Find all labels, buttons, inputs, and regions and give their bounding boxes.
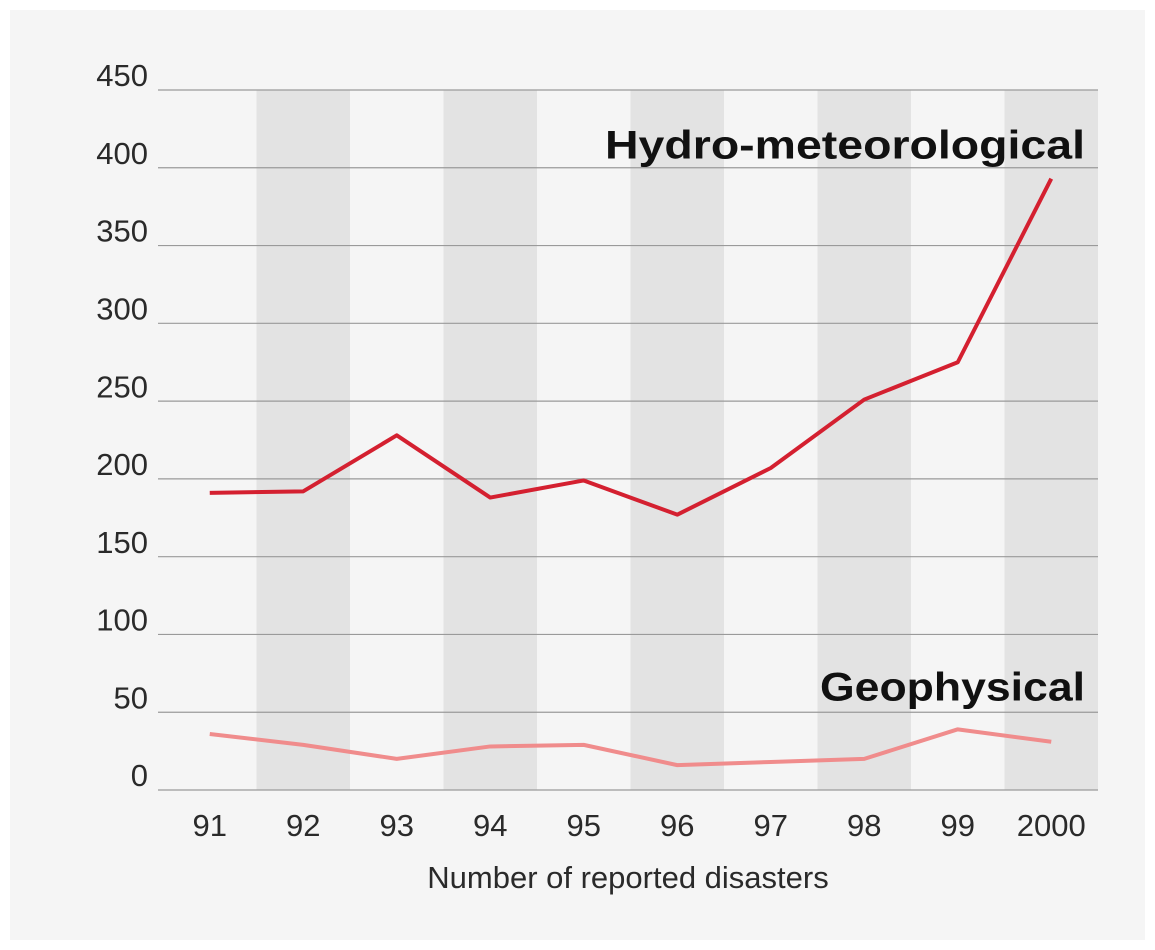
- series-label: Geophysical: [820, 666, 1085, 710]
- x-tick-label: 2000: [1017, 808, 1086, 843]
- x-tick-label: 97: [754, 808, 788, 843]
- series-label: Hydro-meteorological: [605, 124, 1085, 168]
- line: [209, 727, 1052, 768]
- x-tick-label: 94: [473, 808, 507, 843]
- y-tick-label: 100: [96, 603, 148, 638]
- y-tick-label: 350: [96, 214, 148, 249]
- x-axis-label: Number of reported disasters: [427, 860, 828, 895]
- x-tick-label: 96: [660, 808, 694, 843]
- x-tick-label: 93: [380, 808, 414, 843]
- y-tick-label: 450: [96, 58, 148, 93]
- y-tick-label: 400: [96, 136, 148, 171]
- y-tick-label: 300: [96, 292, 148, 327]
- y-tick-label: 250: [96, 369, 148, 404]
- line: [209, 177, 1054, 517]
- column-band: [443, 90, 537, 790]
- x-tick-label: 92: [286, 808, 320, 843]
- column-band: [1004, 90, 1098, 790]
- column-band: [256, 90, 350, 790]
- column-band: [630, 90, 724, 790]
- y-tick-label: 0: [131, 758, 148, 793]
- y-tick-label: 200: [96, 447, 148, 482]
- y-tick-label: 50: [114, 680, 148, 715]
- background: [10, 10, 1145, 940]
- x-tick-label: 91: [193, 808, 227, 843]
- y-tick-label: 150: [96, 525, 148, 560]
- x-tick-label: 98: [847, 808, 881, 843]
- column-band: [817, 90, 911, 790]
- x-tick-label: 99: [941, 808, 975, 843]
- x-tick-label: 95: [567, 808, 601, 843]
